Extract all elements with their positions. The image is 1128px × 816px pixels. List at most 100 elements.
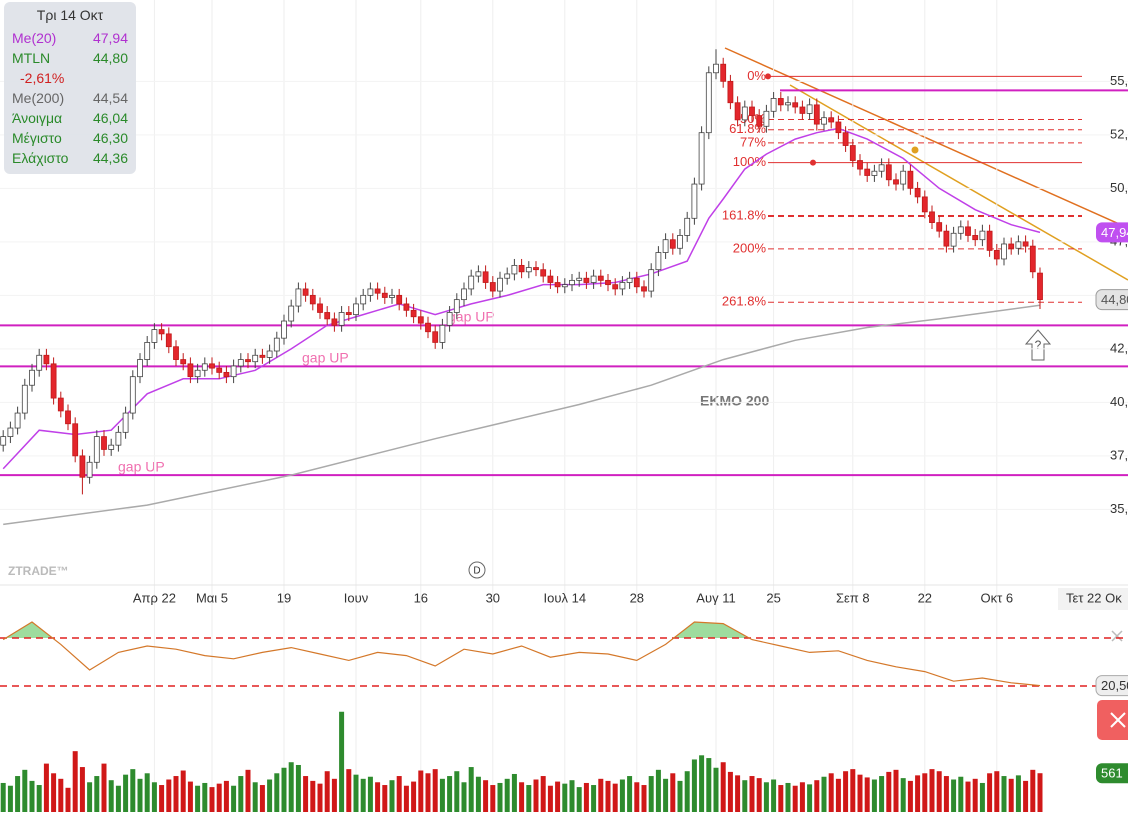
gap-label: gap UP: [302, 350, 349, 366]
close-icon[interactable]: [1110, 712, 1126, 728]
volume-bar: [778, 785, 784, 812]
candle-body: [720, 63, 727, 82]
candle-body: [338, 312, 345, 326]
candle-body: [252, 354, 259, 363]
candle-body: [497, 277, 503, 292]
x-tick-label: 25: [766, 590, 780, 605]
info-date: Τρι 14 Οκτ: [36, 7, 104, 23]
volume-bar: [936, 771, 942, 812]
volume-bar: [115, 785, 121, 812]
x-tick-label: Ιουλ 14: [544, 590, 587, 605]
candle-body: [468, 275, 475, 290]
volume-bar: [641, 785, 647, 812]
candle-body: [993, 250, 1000, 260]
overbought-fill: [3, 622, 1040, 638]
gap-label: gap UP: [118, 459, 165, 475]
candle-body: [799, 106, 806, 114]
x-tick-label: 30: [486, 590, 500, 605]
candle-body: [727, 80, 734, 104]
y-tick-label: 52,50: [1110, 126, 1128, 141]
volume-bar: [727, 771, 733, 812]
candle-body: [619, 282, 626, 290]
info-value: 44,36: [92, 150, 128, 166]
candle-body: [50, 363, 57, 399]
volume-bar: [663, 778, 669, 812]
volume-bar: [79, 767, 85, 812]
volume-bar: [871, 779, 877, 812]
volume-bar: [533, 779, 539, 812]
volume-bar: [274, 773, 280, 812]
volume-bar: [742, 780, 748, 812]
candle-body: [345, 312, 352, 316]
volume-bar: [879, 776, 885, 812]
candle-body: [194, 369, 201, 378]
volume-bar: [439, 778, 445, 812]
volume-bar: [490, 785, 496, 812]
volume-bar: [569, 780, 575, 812]
volume-bar: [684, 771, 690, 812]
candle-body: [511, 264, 518, 275]
trend-line: [789, 84, 1128, 281]
volume-bar: [346, 769, 352, 812]
volume-bar: [72, 751, 78, 812]
candle-body: [151, 329, 158, 343]
volume-bar: [943, 776, 949, 812]
volume-bar: [418, 770, 424, 812]
volume-bar: [612, 783, 618, 812]
volume-bar: [51, 773, 57, 812]
candle-body: [324, 312, 331, 320]
candle-body: [504, 273, 511, 279]
candle-body: [137, 359, 143, 378]
candle-body: [1008, 243, 1015, 249]
pane-close-icon[interactable]: [1111, 630, 1123, 642]
volume-bar: [864, 777, 870, 812]
volume-bar: [1037, 773, 1043, 812]
volume-bar: [432, 769, 438, 812]
candle-body: [763, 110, 770, 127]
candle-body: [72, 423, 79, 457]
volume-bar: [267, 779, 273, 812]
volume-bar: [958, 776, 964, 812]
volume-bar: [850, 769, 856, 812]
candle-body: [828, 117, 835, 123]
candle-body: [871, 170, 878, 176]
candle-body: [547, 275, 554, 283]
marker-text: ?: [1035, 338, 1042, 352]
volume-bar: [979, 782, 985, 812]
x-tick-label: Απρ 22: [133, 590, 176, 605]
candle-body: [605, 279, 611, 286]
x-tick-label: Αυγ 11: [696, 590, 735, 605]
volume-bar: [1015, 775, 1021, 812]
info-label: Me(200): [12, 90, 65, 106]
volume-bar: [677, 780, 683, 812]
volume-bar: [94, 776, 100, 812]
close-button[interactable]: [1097, 700, 1128, 740]
info-label: MTLN: [12, 50, 51, 66]
candle-body: [957, 226, 964, 234]
volume-bar: [504, 778, 510, 812]
volume-bar: [749, 776, 755, 812]
volume-bar: [799, 782, 805, 812]
candle-body: [432, 331, 439, 343]
volume-bar: [706, 758, 712, 812]
volume-bar: [965, 781, 971, 812]
volume-bar: [87, 782, 93, 812]
volume-bar: [0, 782, 6, 812]
candle-body: [425, 322, 431, 333]
candle-body: [583, 277, 590, 283]
volume-bar: [886, 771, 892, 812]
candle-body: [410, 309, 417, 318]
info-row: Ελάχιστο 44,36: [12, 148, 128, 168]
volume-bar: [1023, 780, 1029, 812]
volume-bar: [29, 780, 35, 812]
candle-body: [655, 252, 662, 271]
volume-bar: [576, 787, 582, 812]
volume-bar: [756, 778, 762, 812]
candle-body: [597, 275, 604, 281]
candle-body: [374, 288, 381, 294]
candle-body: [216, 367, 223, 373]
candle-body: [1001, 243, 1007, 260]
volume-bar: [562, 783, 568, 812]
volume-bar: [15, 776, 21, 812]
candle-body: [0, 436, 7, 446]
